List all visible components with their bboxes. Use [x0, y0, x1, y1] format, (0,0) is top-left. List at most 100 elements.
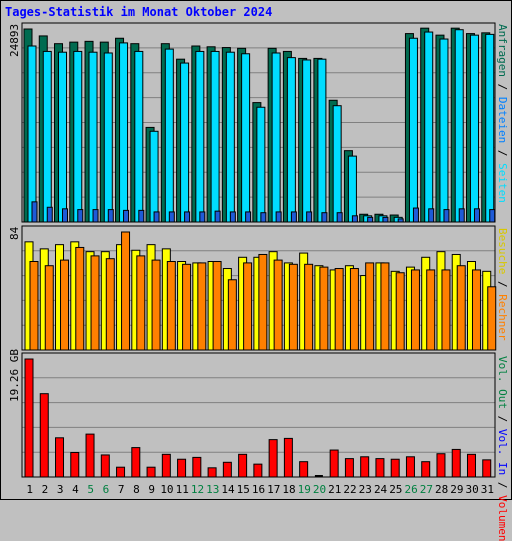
- rechner-bar-25: [395, 272, 405, 351]
- volumen-bar-26: [405, 456, 415, 478]
- dateien-bar-14: [225, 51, 235, 223]
- volumen-bar-31: [482, 459, 492, 478]
- seiten-bar-20: [321, 212, 328, 223]
- day-label-3: 3: [57, 483, 64, 496]
- chart-title: Tages-Statistik im Monat Oktober 2024: [5, 5, 273, 19]
- dateien-bar-10: [164, 48, 174, 223]
- rechner-bar-22: [349, 268, 359, 351]
- dateien-bar-16: [256, 106, 266, 223]
- chart-canvas: 1 2 3 4 5 6 7 8 9 10 11 12 13 14 15 16 17 18 19 20 21 22 23 24 2…: [21, 22, 497, 496]
- seiten-bar-25: [397, 218, 404, 223]
- dateien-bar-2: [42, 50, 52, 223]
- seiten-bar-27: [428, 208, 435, 223]
- seiten-bar-7: [123, 209, 130, 223]
- volumen-bar-11: [177, 458, 187, 478]
- dateien-bar-9: [149, 130, 159, 223]
- volumen-bar-27: [421, 461, 431, 478]
- rechner-bar-3: [60, 259, 70, 351]
- bottom-legend-item-2: Volumen: [496, 495, 509, 541]
- rechner-bar-21: [334, 268, 344, 351]
- seiten-bar-22: [351, 215, 358, 223]
- rechner-bar-7: [121, 231, 131, 351]
- dateien-bar-26: [408, 37, 418, 223]
- dateien-bar-6: [103, 52, 113, 223]
- day-label-28: 28: [435, 483, 448, 496]
- volumen-bar-21: [329, 449, 339, 478]
- rechner-bar-30: [471, 269, 481, 351]
- day-label-22: 22: [343, 483, 356, 496]
- dateien-bar-31: [485, 33, 495, 223]
- rechner-bar-28: [441, 269, 451, 351]
- day-label-14: 14: [221, 483, 235, 496]
- volumen-bar-22: [344, 458, 354, 478]
- day-label-9: 9: [148, 483, 155, 496]
- volumen-bar-24: [375, 458, 385, 478]
- day-label-23: 23: [359, 483, 372, 496]
- day-label-20: 20: [313, 483, 326, 496]
- day-label-25: 25: [389, 483, 402, 496]
- seiten-bar-8: [138, 209, 145, 223]
- dateien-bar-17: [271, 52, 281, 223]
- dateien-bar-19: [302, 59, 312, 223]
- seiten-bar-24: [382, 216, 389, 223]
- seiten-bar-4: [77, 209, 84, 223]
- volumen-bar-8: [131, 447, 141, 478]
- rechner-bar-4: [75, 246, 85, 351]
- day-label-4: 4: [72, 483, 79, 496]
- volumen-bar-10: [161, 453, 171, 478]
- seiten-bar-26: [412, 207, 419, 223]
- dateien-bar-29: [454, 29, 464, 223]
- volumen-bar-29: [451, 448, 461, 478]
- dateien-bar-5: [88, 51, 98, 223]
- volumen-bar-17: [268, 439, 278, 478]
- seiten-bar-19: [306, 211, 313, 223]
- volumen-bar-3: [55, 437, 65, 478]
- day-label-31: 31: [481, 483, 494, 496]
- day-label-2: 2: [42, 483, 49, 496]
- seiten-bar-31: [489, 209, 496, 223]
- rechner-bar-10: [166, 261, 176, 351]
- dateien-bar-7: [119, 42, 129, 223]
- dateien-bar-21: [332, 105, 342, 223]
- seiten-bar-12: [199, 211, 206, 223]
- rechner-bar-27: [426, 269, 436, 351]
- seiten-bar-16: [260, 212, 267, 223]
- volumen-bar-12: [192, 456, 202, 478]
- seiten-bar-10: [168, 211, 175, 223]
- seiten-bar-6: [107, 209, 114, 223]
- day-label-29: 29: [450, 483, 463, 496]
- rechner-bar-29: [456, 265, 466, 351]
- seiten-bar-18: [290, 211, 297, 223]
- volumen-bar-14: [222, 461, 232, 478]
- volumen-bar-16: [253, 463, 263, 478]
- volumen-bar-20: [314, 475, 323, 477]
- volumen-bar-9: [146, 466, 156, 478]
- day-label-27: 27: [420, 483, 433, 496]
- dateien-bar-18: [286, 57, 296, 223]
- volumen-bar-19: [299, 461, 309, 478]
- seiten-bar-11: [184, 211, 191, 223]
- dateien-bar-22: [347, 155, 357, 223]
- seiten-bar-14: [229, 211, 236, 223]
- day-label-13: 13: [206, 483, 219, 496]
- seiten-bar-2: [46, 206, 53, 223]
- rechner-bar-26: [410, 269, 420, 351]
- day-label-12: 12: [191, 483, 204, 496]
- rechner-bar-17: [273, 259, 283, 351]
- rechner-bar-1: [29, 261, 39, 351]
- seiten-bar-15: [245, 211, 252, 223]
- seiten-bar-29: [458, 208, 465, 223]
- dateien-bar-1: [27, 45, 37, 223]
- volumen-bar-18: [283, 437, 293, 478]
- day-label-17: 17: [267, 483, 280, 496]
- dateien-bar-27: [424, 31, 434, 223]
- day-label-8: 8: [133, 483, 140, 496]
- seiten-bar-5: [92, 209, 99, 223]
- volumen-bar-25: [390, 458, 400, 478]
- rechner-bar-24: [380, 262, 390, 351]
- seiten-bar-3: [62, 208, 69, 223]
- day-label-18: 18: [282, 483, 295, 496]
- day-label-24: 24: [374, 483, 388, 496]
- rechner-bar-18: [288, 263, 298, 351]
- volumen-bar-15: [238, 453, 248, 478]
